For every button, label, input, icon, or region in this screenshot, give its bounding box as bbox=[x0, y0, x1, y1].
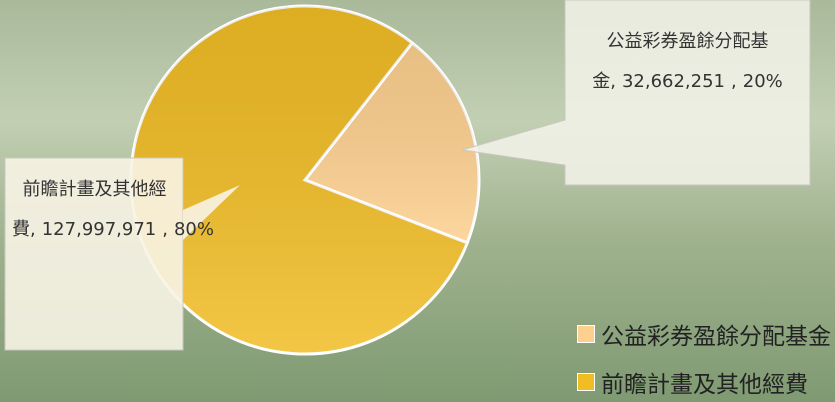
legend-item: 前瞻計畫及其他經費 bbox=[577, 358, 831, 402]
legend-swatch bbox=[577, 325, 595, 343]
label-percent: 80% bbox=[174, 219, 214, 240]
label-value: 127,997,971 bbox=[42, 219, 157, 240]
data-label: 公益彩券盈餘分配基金,32,662,251,20% bbox=[585, 22, 790, 102]
legend-label: 公益彩券盈餘分配基金 bbox=[601, 317, 831, 351]
legend: 公益彩券盈餘分配基金前瞻計畫及其他經費 bbox=[577, 310, 831, 402]
label-value: 32,662,251 bbox=[622, 71, 725, 92]
label-separator: , bbox=[731, 71, 737, 92]
label-separator: , bbox=[162, 219, 168, 240]
legend-label: 前瞻計畫及其他經費 bbox=[601, 365, 808, 399]
label-separator: , bbox=[30, 219, 36, 240]
label-separator: , bbox=[610, 71, 616, 92]
label-percent: 20% bbox=[743, 71, 783, 92]
chart: 公益彩券盈餘分配基金,32,662,251,20% 前瞻計畫及其他經費,127,… bbox=[0, 0, 835, 402]
data-label: 前瞻計畫及其他經費,127,997,971,80% bbox=[12, 170, 177, 250]
legend-item: 公益彩券盈餘分配基金 bbox=[577, 310, 831, 358]
legend-swatch bbox=[577, 373, 595, 391]
